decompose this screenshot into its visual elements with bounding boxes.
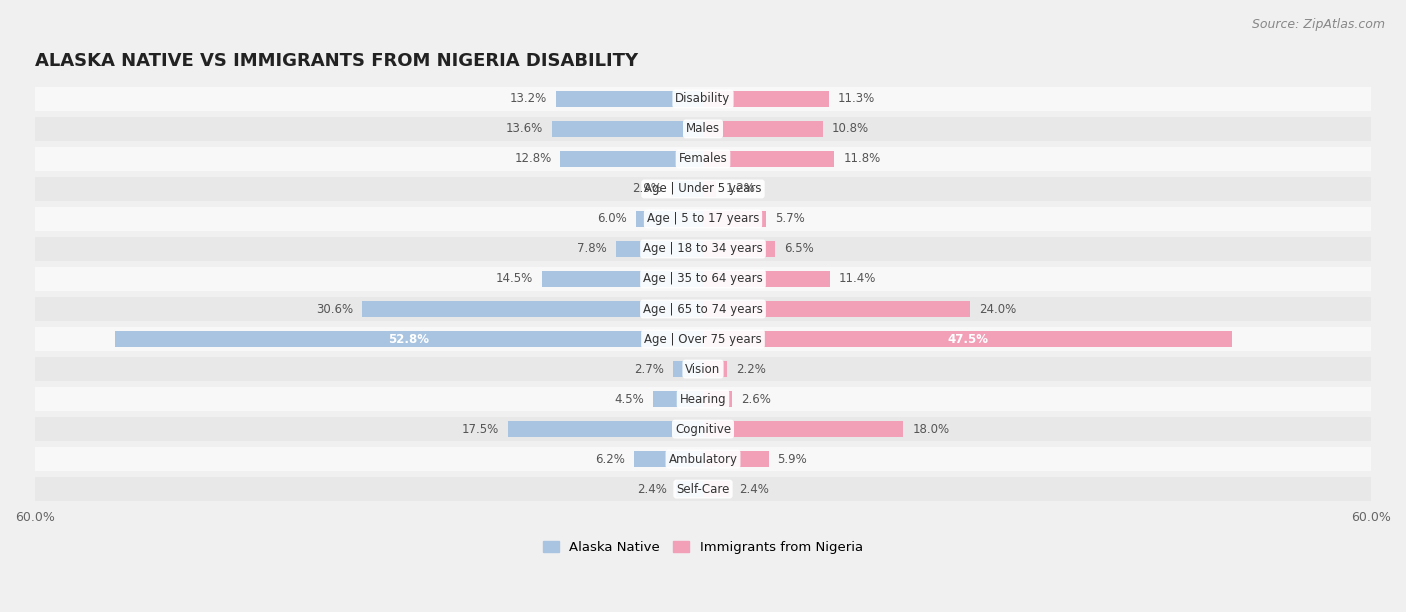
Bar <box>703 241 775 257</box>
Bar <box>35 177 1371 201</box>
Bar <box>35 417 1371 441</box>
Text: 2.2%: 2.2% <box>737 362 766 376</box>
Bar <box>616 241 703 257</box>
Text: 5.7%: 5.7% <box>775 212 806 225</box>
Bar <box>636 211 703 227</box>
Text: Males: Males <box>686 122 720 135</box>
Text: 52.8%: 52.8% <box>388 332 430 346</box>
Bar <box>652 391 703 408</box>
Text: Age | 35 to 64 years: Age | 35 to 64 years <box>643 272 763 285</box>
Text: Vision: Vision <box>685 362 721 376</box>
Bar <box>671 181 703 197</box>
Bar <box>703 361 727 377</box>
Bar <box>35 357 1371 381</box>
Text: 13.6%: 13.6% <box>505 122 543 135</box>
Bar <box>508 421 703 438</box>
Text: 7.8%: 7.8% <box>578 242 607 255</box>
Bar <box>35 237 1371 261</box>
Bar <box>703 330 1232 347</box>
Bar <box>555 91 703 107</box>
Text: 14.5%: 14.5% <box>495 272 533 285</box>
Bar <box>703 481 730 498</box>
Text: Age | 5 to 17 years: Age | 5 to 17 years <box>647 212 759 225</box>
Text: 24.0%: 24.0% <box>979 302 1017 316</box>
Text: Females: Females <box>679 152 727 165</box>
Text: 1.2%: 1.2% <box>725 182 755 195</box>
Legend: Alaska Native, Immigrants from Nigeria: Alaska Native, Immigrants from Nigeria <box>543 540 863 554</box>
Text: 18.0%: 18.0% <box>912 422 949 436</box>
Bar <box>35 86 1371 111</box>
Text: 11.8%: 11.8% <box>844 152 880 165</box>
Bar <box>673 361 703 377</box>
Bar <box>363 300 703 317</box>
Text: 30.6%: 30.6% <box>316 302 353 316</box>
Text: 5.9%: 5.9% <box>778 453 807 466</box>
Text: Source: ZipAtlas.com: Source: ZipAtlas.com <box>1251 18 1385 31</box>
Text: 2.4%: 2.4% <box>738 483 769 496</box>
Text: Hearing: Hearing <box>679 392 727 406</box>
Text: 13.2%: 13.2% <box>510 92 547 105</box>
Text: 2.9%: 2.9% <box>631 182 662 195</box>
Text: 2.7%: 2.7% <box>634 362 664 376</box>
Text: 2.6%: 2.6% <box>741 392 770 406</box>
Bar <box>35 117 1371 141</box>
Text: 17.5%: 17.5% <box>463 422 499 436</box>
Bar <box>703 421 904 438</box>
Text: ALASKA NATIVE VS IMMIGRANTS FROM NIGERIA DISABILITY: ALASKA NATIVE VS IMMIGRANTS FROM NIGERIA… <box>35 52 638 70</box>
Bar <box>703 151 834 167</box>
Bar <box>35 207 1371 231</box>
Bar <box>703 181 717 197</box>
Bar <box>35 387 1371 411</box>
Text: Self-Care: Self-Care <box>676 483 730 496</box>
Text: Ambulatory: Ambulatory <box>668 453 738 466</box>
Text: Age | Under 5 years: Age | Under 5 years <box>644 182 762 195</box>
Text: Age | Over 75 years: Age | Over 75 years <box>644 332 762 346</box>
Bar <box>551 121 703 137</box>
Bar <box>35 447 1371 471</box>
Text: 4.5%: 4.5% <box>614 392 644 406</box>
Bar <box>703 91 828 107</box>
Text: Disability: Disability <box>675 92 731 105</box>
Text: 6.2%: 6.2% <box>595 453 626 466</box>
Text: Age | 65 to 74 years: Age | 65 to 74 years <box>643 302 763 316</box>
Text: Age | 18 to 34 years: Age | 18 to 34 years <box>643 242 763 255</box>
Bar <box>35 297 1371 321</box>
Bar <box>703 211 766 227</box>
Text: 6.5%: 6.5% <box>785 242 814 255</box>
Bar <box>703 391 733 408</box>
Bar <box>634 451 703 468</box>
Bar <box>115 330 703 347</box>
Bar <box>561 151 703 167</box>
Text: 6.0%: 6.0% <box>598 212 627 225</box>
Text: Cognitive: Cognitive <box>675 422 731 436</box>
Text: 2.4%: 2.4% <box>637 483 668 496</box>
Bar <box>35 147 1371 171</box>
Text: 11.4%: 11.4% <box>839 272 876 285</box>
Bar <box>35 267 1371 291</box>
Bar <box>35 477 1371 501</box>
Bar <box>703 271 830 287</box>
Bar <box>676 481 703 498</box>
Text: 10.8%: 10.8% <box>832 122 869 135</box>
Bar <box>541 271 703 287</box>
Bar <box>703 300 970 317</box>
Text: 11.3%: 11.3% <box>838 92 875 105</box>
Bar <box>703 451 769 468</box>
Text: 47.5%: 47.5% <box>948 332 988 346</box>
Text: 12.8%: 12.8% <box>515 152 551 165</box>
Bar <box>703 121 824 137</box>
Bar <box>35 327 1371 351</box>
